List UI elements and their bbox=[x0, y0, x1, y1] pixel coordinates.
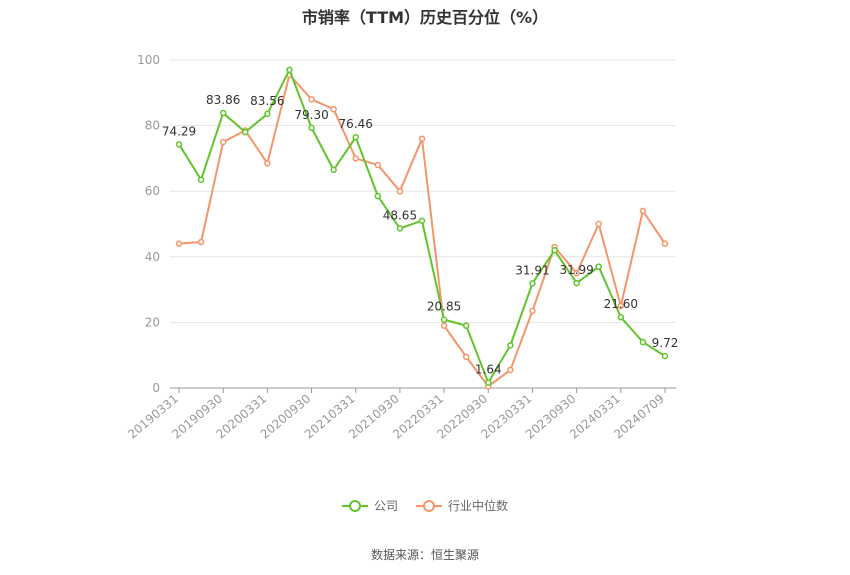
data-point-company bbox=[219, 109, 227, 117]
data-point-industry bbox=[507, 366, 514, 374]
data-point-company bbox=[242, 128, 249, 136]
data-point-industry bbox=[308, 96, 315, 103]
series-layer bbox=[175, 66, 669, 390]
data-point-company bbox=[264, 110, 271, 118]
data-point-industry bbox=[396, 187, 404, 195]
data-point-company bbox=[352, 133, 359, 141]
data-point-company bbox=[617, 313, 625, 321]
data-label-company: 31.99 bbox=[559, 263, 593, 277]
data-label-company: 21.60 bbox=[604, 297, 638, 311]
data-point-industry bbox=[639, 207, 647, 215]
data-point-industry bbox=[529, 307, 536, 315]
axis-layer: 0204060801002019033120190930202003312020… bbox=[125, 53, 676, 442]
legend-marker-industry-icon bbox=[416, 499, 442, 512]
data-label-company: 9.72 bbox=[652, 336, 679, 350]
y-tick-label: 0 bbox=[152, 381, 160, 395]
data-point-company bbox=[418, 217, 426, 224]
legend-label-company: 公司 bbox=[373, 499, 398, 513]
data-point-industry bbox=[197, 238, 205, 246]
data-point-company bbox=[595, 263, 602, 270]
data-point-company bbox=[639, 338, 647, 346]
y-tick-label: 40 bbox=[145, 250, 160, 264]
series-line-industry bbox=[178, 73, 666, 388]
data-point-company bbox=[175, 141, 183, 148]
data-label-company: 74.29 bbox=[162, 124, 196, 138]
data-point-company bbox=[661, 352, 669, 360]
data-label-company: 48.65 bbox=[383, 208, 417, 222]
legend-item-industry[interactable]: 行业中位数 bbox=[416, 497, 508, 514]
data-point-industry bbox=[374, 161, 382, 169]
data-point-company bbox=[396, 225, 404, 232]
data-label-company: 31.91 bbox=[515, 263, 549, 277]
data-point-industry bbox=[595, 220, 602, 228]
y-tick-label: 100 bbox=[137, 53, 160, 67]
data-point-company bbox=[197, 176, 205, 183]
data-point-company bbox=[330, 166, 337, 174]
data-point-company bbox=[507, 342, 514, 349]
data-label-company: 1.64 bbox=[475, 363, 502, 377]
y-tick-label: 20 bbox=[145, 315, 160, 329]
legend: 公司 行业中位数 bbox=[0, 497, 850, 514]
data-point-industry bbox=[418, 135, 426, 142]
data-point-company bbox=[462, 322, 470, 329]
series-line-company bbox=[178, 68, 666, 384]
data-point-industry bbox=[264, 160, 271, 167]
data-point-industry bbox=[352, 155, 359, 162]
data-point-company bbox=[573, 279, 580, 287]
legend-marker-company-icon bbox=[341, 499, 368, 512]
data-point-company bbox=[551, 246, 558, 254]
data-point-industry bbox=[462, 353, 470, 361]
data-label-company: 20.85 bbox=[427, 300, 461, 314]
data-point-company bbox=[485, 379, 492, 386]
data-point-industry bbox=[330, 105, 337, 113]
data-label-company: 83.56 bbox=[250, 94, 284, 108]
data-point-company bbox=[529, 280, 536, 287]
data-point-industry bbox=[617, 302, 625, 310]
legend-item-company[interactable]: 公司 bbox=[341, 497, 398, 514]
data-label-company: 79.30 bbox=[294, 108, 328, 122]
legend-label-industry: 行业中位数 bbox=[448, 499, 509, 513]
data-point-company bbox=[374, 192, 382, 200]
data-label-company: 76.46 bbox=[339, 117, 373, 131]
data-label-company: 83.86 bbox=[206, 93, 240, 107]
data-point-industry bbox=[573, 269, 580, 277]
y-tick-label: 60 bbox=[145, 184, 160, 198]
grid-layer bbox=[170, 59, 676, 323]
source-note: 数据来源：恒生聚源 bbox=[370, 548, 479, 562]
data-point-industry bbox=[175, 240, 183, 247]
data-point-industry bbox=[661, 240, 669, 247]
data-point-company bbox=[308, 124, 315, 132]
data-point-industry bbox=[219, 138, 227, 146]
data-point-company bbox=[440, 316, 448, 323]
data-point-company bbox=[286, 66, 293, 74]
label-layer: 74.29 83.86 83.56 79.30 76.46 48.65 20.85 1.64 3… bbox=[162, 93, 679, 377]
data-point-industry bbox=[440, 322, 448, 329]
chart-title: 市销率（TTM）历史百分位（%） bbox=[301, 8, 549, 27]
y-tick-label: 80 bbox=[145, 119, 160, 133]
